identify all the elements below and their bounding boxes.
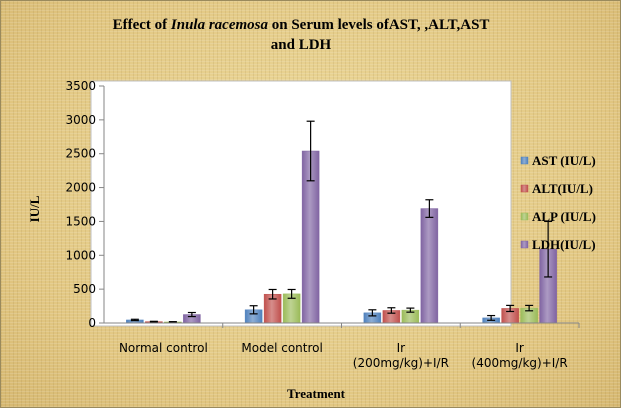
plot-area (90, 80, 512, 327)
y-tick-label: 1000 (65, 248, 96, 262)
legend-label: ALT(IU/L) (532, 181, 593, 196)
legend-label: ALP (IU/L) (532, 209, 596, 224)
bars (126, 150, 557, 324)
legend-swatch (520, 240, 529, 249)
legend-swatch (520, 156, 529, 165)
x-tick-label: Normal control (119, 341, 208, 355)
y-tick-label: 1500 (65, 214, 96, 228)
y-tick-label: 2500 (65, 147, 96, 161)
error-bars (130, 120, 553, 323)
legend-swatch (520, 184, 529, 193)
x-tick-label: Ir (200mg/kg)+I/R (353, 341, 449, 370)
y-tick-label: 500 (73, 282, 96, 296)
y-tick-label: 3000 (65, 113, 96, 127)
x-tick-label: Model control (241, 341, 322, 355)
y-tick-label: 2000 (65, 181, 96, 195)
x-axis-categories: Normal control Model control Ir (200mg/kg)+… (119, 323, 580, 370)
y-tick-label: 3500 (65, 79, 96, 93)
bar-3-2 (420, 208, 439, 324)
legend-label: AST (IU/L) (532, 153, 596, 168)
chart-title-line1: Effect of Inula racemosa on Serum levels… (113, 17, 490, 33)
legend-label: LDH(IU/L) (532, 237, 596, 252)
legend: AST (IU/L) ALT(IU/L) ALP (IU/L) LDH(IU/L) (520, 153, 596, 252)
chart-title-line2: and LDH (271, 37, 332, 53)
x-axis-title: Treatment (287, 386, 346, 401)
x-tick-label: Ir (400mg/kg)+I/R (472, 341, 568, 370)
y-axis-ticks: 0 500 1000 1500 2000 2500 3000 3500 (65, 79, 104, 330)
legend-swatch (520, 212, 529, 221)
y-axis-title: IU/L (27, 195, 42, 222)
y-tick-label: 0 (88, 316, 96, 330)
